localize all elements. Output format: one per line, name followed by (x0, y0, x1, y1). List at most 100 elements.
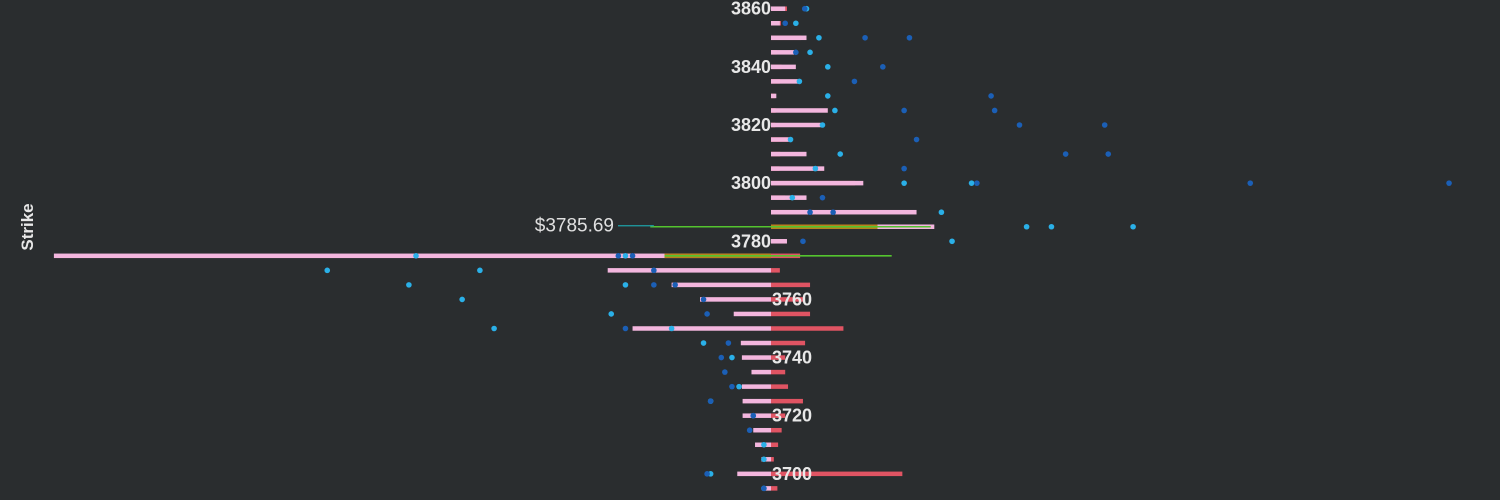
dark-dot-33 (722, 369, 728, 375)
light-dot-25 (622, 282, 629, 288)
pink-bar-3790 (771, 209, 917, 215)
light-dot-27 (608, 311, 615, 317)
pink-bar-3845 (771, 50, 795, 55)
pink-bar-3725 (742, 398, 771, 404)
light-dot-8 (819, 122, 826, 128)
light-dot-23 (477, 267, 483, 274)
dark-dot-7 (988, 93, 994, 99)
y-tick-3800: 3800 (731, 173, 771, 193)
light-dot-6 (825, 93, 831, 99)
dark-dot-13 (1062, 151, 1069, 157)
pink-bar-3770 (607, 268, 771, 273)
pink-bar-3765 (671, 282, 771, 288)
light-dot-10 (837, 151, 844, 157)
red-bar-3760 (771, 297, 803, 302)
dark-dot-35 (707, 398, 714, 404)
light-dot-9 (787, 136, 794, 143)
light-dot-1 (793, 20, 799, 27)
light-dot-2 (816, 34, 822, 41)
dark-dot-23 (615, 253, 622, 259)
light-dot-35 (761, 441, 767, 448)
dark-dot-36 (750, 412, 757, 419)
pink-bar-3840 (771, 64, 796, 70)
dark-dot-6 (851, 78, 858, 85)
pink-bar-3825 (771, 108, 828, 113)
y-tick-labels: 3860 3840 3820 3800 3780 3760 3740 3720 3700 (731, 0, 812, 484)
dark-dot-28 (700, 296, 707, 303)
dark-dot-27 (672, 282, 678, 288)
red-bar-3705 (771, 457, 774, 462)
pink-bar-3700 (737, 471, 771, 477)
light-dot-5 (796, 78, 803, 85)
red-bar-3765 (771, 282, 811, 288)
dark-dot-9 (901, 107, 907, 114)
pink-bar-3855 (771, 21, 780, 26)
pink-bar-3775 (53, 253, 771, 259)
red-bar-3770 (771, 268, 780, 273)
dark-dot-24 (629, 253, 636, 259)
pink-bar-3740 (741, 355, 771, 360)
y-tick-3860: 3860 (731, 0, 771, 19)
pink-bar-3810 (771, 151, 807, 157)
pink-bar-3745 (740, 340, 771, 346)
light-dot-13 (968, 180, 975, 186)
dark-dot-2 (862, 34, 868, 41)
y-tick-3720: 3720 (772, 406, 812, 426)
pink-bar-3730 (741, 384, 771, 389)
dark-dot-0 (801, 5, 808, 12)
dark-dot-18 (1446, 180, 1452, 186)
lines-layer (618, 225, 931, 257)
dark-dot-12 (913, 136, 920, 143)
pink-bar-3805 (771, 166, 825, 171)
light-dot-7 (832, 107, 838, 114)
dark-dot-21 (807, 209, 813, 216)
light-dot-20 (413, 253, 419, 259)
pink-bar-3830 (771, 93, 777, 99)
y-axis-title: Strike (18, 203, 37, 250)
dark-dot-25 (651, 267, 657, 274)
red-bar-3695 (771, 486, 778, 491)
light-dot-29 (668, 325, 675, 332)
dark-dot-10 (1016, 122, 1023, 128)
dark-dot-37 (746, 427, 753, 434)
light-dot-11 (812, 165, 819, 172)
y-tick-3780: 3780 (731, 231, 771, 251)
spot-price-label: $3785.69 (535, 216, 614, 237)
pink-bar-3795 (771, 195, 807, 200)
pink-bar-3850 (771, 35, 807, 41)
dark-dot-14 (1105, 151, 1112, 157)
light-dot-30 (700, 340, 707, 346)
light-dot-22 (324, 267, 331, 274)
y-tick-3820: 3820 (731, 115, 771, 135)
dark-dot-34 (729, 383, 735, 390)
red-bar-3750 (771, 326, 844, 331)
pink-bar-3695 (764, 486, 771, 491)
dark-dot-30 (622, 325, 629, 332)
y-tick-3700: 3700 (772, 464, 812, 484)
dark-dot-32 (718, 354, 725, 361)
light-dot-24 (406, 282, 412, 288)
red-bar-3725 (771, 398, 803, 404)
dark-dot-19 (819, 194, 826, 201)
red-bar-3700 (771, 471, 903, 477)
light-dot-14 (789, 194, 796, 201)
dark-dot-3 (906, 34, 913, 41)
red-bar-3715 (771, 427, 782, 433)
dark-dot-17 (1247, 180, 1254, 186)
dark-dot-16 (974, 180, 980, 186)
red-bar-3730 (771, 384, 789, 389)
red-bar-3755 (771, 311, 811, 317)
light-dot-26 (459, 296, 465, 303)
pink-bar-3735 (751, 369, 771, 375)
dark-dot-20 (830, 209, 836, 216)
pink-bar-3715 (753, 427, 771, 433)
red-bar-3720 (771, 413, 786, 418)
dots-layer (324, 5, 1452, 492)
dark-dot-8 (991, 107, 998, 114)
dark-dot-1 (782, 20, 788, 27)
pink-bar-3835 (771, 79, 800, 84)
light-dot-32 (736, 383, 742, 390)
y-tick-3760: 3760 (772, 289, 812, 309)
red-bar-3735 (771, 369, 786, 375)
